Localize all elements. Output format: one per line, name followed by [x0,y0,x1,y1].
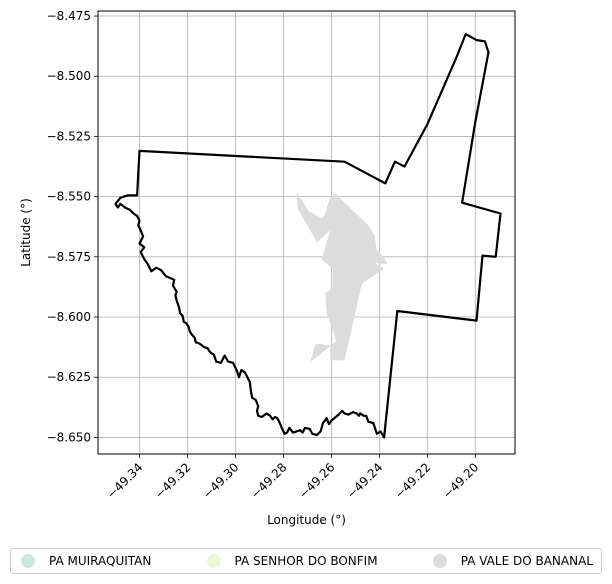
legend-swatch-senhor-do-bonfim [206,554,221,568]
x-tick-label-5: −49.24 [344,460,385,501]
x-tick-label-1: −49.32 [152,460,193,501]
legend-label-muiraquitan: PA MUIRAQUITAN [49,554,152,568]
legend-entry-muiraquitan: PA MUIRAQUITAN [21,554,151,568]
y-tick-label-6: −8.625 [47,370,91,384]
settlement-boundary [114,32,502,439]
regions-layer [296,191,388,363]
x-tick-label-6: −49.22 [392,460,433,501]
y-tick-label-5: −8.600 [47,310,91,324]
legend-label-senhor-do-bonfim: PA SENHOR DO BONFIM [234,554,378,568]
y-tick-label-2: −8.525 [47,129,91,143]
legend-entry-senhor-do-bonfim: PA SENHOR DO BONFIM [206,554,378,568]
y-tick-label-7: −8.650 [47,430,91,444]
x-axis-label: Longitude (°) [267,513,346,527]
plot-frame [97,10,516,455]
y-axis-ticks: −8.475 −8.500 −8.525 −8.550 −8.575 −8.600 −8.6… [47,9,98,444]
x-axis-ticks: −49.34 −49.32 −49.30 −49.28 −49.26 −49.24 −49.… [104,454,481,502]
y-tick-label-1: −8.500 [47,69,91,83]
y-axis-label: Latitude (°) [19,198,33,267]
legend-label-vale-do-bananal: PA VALE DO BANANAL [460,554,593,568]
x-tick-label-3: −49.28 [248,460,289,501]
map-legend: PA MUIRAQUITAN PA SENHOR DO BONFIM PA VA… [10,548,602,574]
y-tick-label-3: −8.550 [47,190,91,204]
region-vale-do-bananal [296,191,388,363]
x-tick-label-0: −49.34 [104,460,145,501]
boundary-layer [114,32,502,439]
plot-background [98,11,515,454]
y-tick-label-0: −8.475 [47,9,91,23]
legend-entry-vale-do-bananal: PA VALE DO BANANAL [432,554,593,568]
legend-swatch-muiraquitan [21,554,35,568]
x-tick-label-4: −49.26 [296,460,337,501]
y-tick-label-4: −8.575 [47,250,91,264]
x-tick-label-7: −49.20 [440,460,481,501]
x-tick-label-2: −49.30 [200,460,241,501]
legend-swatch-vale-do-bananal [432,554,447,568]
